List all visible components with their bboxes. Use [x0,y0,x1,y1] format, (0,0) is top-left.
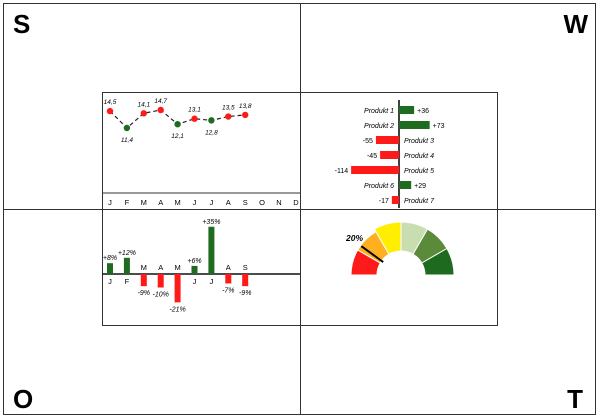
line-point-label: 13,5 [222,105,235,112]
variance-bar [123,257,130,274]
product-bar-value: -17 [379,198,389,205]
line-point [225,113,232,120]
line-point-label: 14,7 [154,98,167,105]
product-name-label: Produkt 5 [404,168,434,175]
line-point-label: 14,1 [137,101,150,108]
product-bar [391,196,399,204]
month-tick-label: A [226,198,231,207]
product-name-label: Produkt 6 [364,183,394,190]
variance-bar-label: +12% [118,250,136,257]
variance-month-label: M [174,263,180,272]
month-tick-label: F [125,198,130,207]
horizontal-divider [3,209,596,210]
line-point [106,107,114,115]
variance-bar [107,263,113,274]
line-point-label: 12,8 [205,129,218,136]
product-bar-value: +36 [417,108,429,115]
product-bar-value: +29 [414,183,426,190]
month-tick-label: J [193,198,197,207]
corner-label-bottom-left: O [13,384,34,414]
product-bar [380,151,399,159]
month-tick-label: D [293,198,299,207]
line-point [157,106,164,114]
month-tick-label: M [174,198,180,207]
variance-bar-label: -9% [239,290,251,297]
gauge-segment [421,247,455,276]
variance-bar [174,274,181,303]
corner-label-top-right: W [563,9,588,39]
variance-month-label: J [108,277,112,286]
product-name-label: Produkt 7 [404,198,435,205]
variance-bar-label: -21% [169,306,185,313]
month-tick-label: S [243,198,248,207]
variance-month-label: S [243,263,248,272]
gauge-value-label: 20% [345,233,363,243]
month-tick-label: O [259,198,265,207]
variance-month-label: F [125,277,130,286]
variance-bar [225,274,232,284]
product-name-label: Produkt 4 [404,153,434,160]
variance-month-label: J [193,277,197,286]
line-point [242,111,249,119]
product-name-label: Produkt 3 [404,138,434,145]
variance-bar [157,274,164,288]
product-bar [399,121,430,129]
month-tick-label: J [210,198,214,207]
month-tick-label: M [141,198,147,207]
product-bar [399,181,412,189]
variance-bar [208,226,215,274]
line-point [191,115,198,122]
variance-month-label: A [158,263,163,272]
product-bar [399,106,415,114]
line-point [208,117,215,124]
variance-bar-label: +8% [103,255,117,262]
line-point-label: 13,8 [239,103,252,110]
variance-month-label: J [210,277,214,286]
product-bar-value: +73 [433,123,445,130]
product-bar-value: -45 [367,153,377,160]
line-point-label: 11,4 [121,137,134,144]
month-tick-label: J [108,198,112,207]
line-point-label: 14,5 [104,99,117,106]
product-bar [351,166,399,174]
product-bar-value: -55 [363,138,373,145]
variance-bar-label: -7% [222,287,234,294]
product-name-label: Produkt 1 [364,108,394,115]
variance-bar-label: -10% [153,292,169,299]
line-point [123,124,131,132]
month-tick-label: N [276,198,281,207]
month-tick-label: A [158,198,163,207]
gauge-needle [360,245,384,263]
variance-bar [242,274,249,287]
line-point-label: 13,1 [188,107,201,114]
corner-label-top-left: S [13,9,31,39]
product-name-label: Produkt 2 [364,123,394,130]
product-bar-value: -114 [335,168,349,175]
product-bar [375,136,399,144]
variance-bar [140,274,147,287]
variance-bar-label: -9% [138,290,150,297]
variance-bar [191,265,198,274]
line-point-label: 12,1 [171,133,184,140]
variance-month-label: A [226,263,231,272]
vertical-divider [300,3,301,415]
variance-month-label: M [141,263,147,272]
line-point [140,110,147,117]
inner-chart-panel [102,92,498,326]
variance-bar-label: +35% [202,219,220,226]
line-point [174,120,181,128]
corner-label-bottom-right: T [567,384,583,414]
variance-bar-label: +6% [187,258,201,265]
